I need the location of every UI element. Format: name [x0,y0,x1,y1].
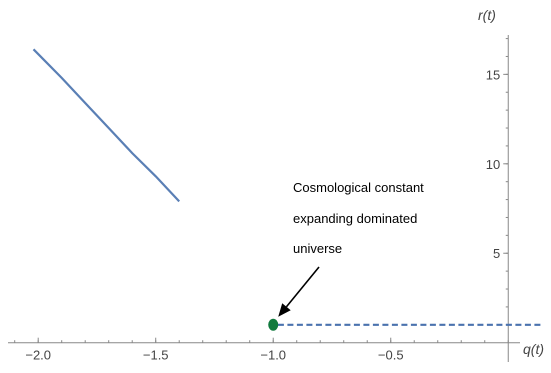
y-axis-label: r(t) [478,7,496,23]
y-tick-label: 10 [486,157,500,172]
x-tick-label: −1.0 [260,348,286,363]
data-point [268,318,279,331]
solid-curve [32,48,181,203]
annotation-line-2: expanding dominated [293,211,417,226]
annotation: Cosmological constant expanding dominate… [278,180,424,317]
axes-group: −2.0 −1.5 −1.0 −0.5 5 10 15 [8,35,520,363]
x-axis-label: q(t) [523,341,544,357]
x-tick-label: −1.5 [143,348,169,363]
series-layer [32,48,544,326]
points-layer [268,318,279,331]
y-tick-label: 5 [493,246,500,261]
annotation-arrowhead [278,303,291,317]
annotation-line-3: universe [293,241,342,256]
annotation-arrow [285,266,320,308]
x-tick-label: −2.0 [25,348,51,363]
y-ticks: 5 10 15 [486,38,509,326]
annotation-line-1: Cosmological constant [293,180,424,195]
x-tick-label: −0.5 [378,348,404,363]
x-ticks: −2.0 −1.5 −1.0 −0.5 [14,337,509,363]
y-tick-label: 15 [486,67,500,82]
